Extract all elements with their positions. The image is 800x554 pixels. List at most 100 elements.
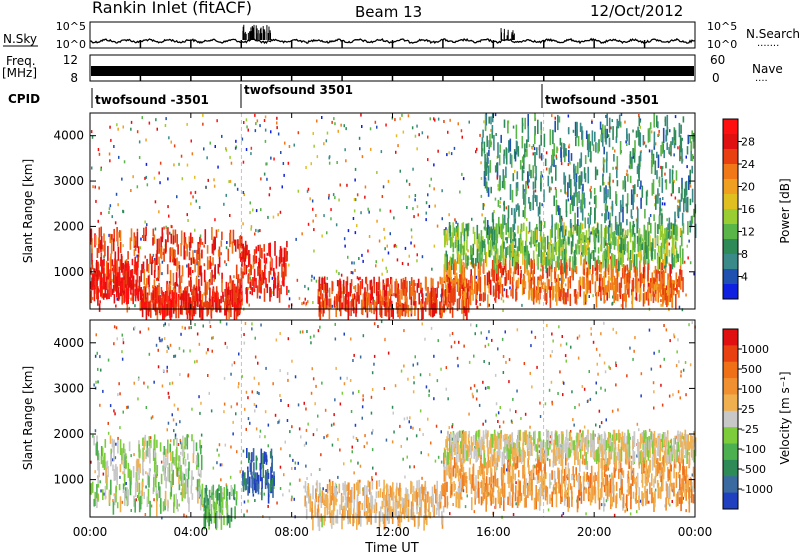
scatter-cell xyxy=(274,413,277,417)
scatter-cell xyxy=(187,434,189,438)
data-cell xyxy=(515,204,518,212)
data-cell xyxy=(622,293,624,310)
data-cell xyxy=(163,306,166,318)
data-cell xyxy=(481,240,484,252)
data-cell xyxy=(139,301,142,309)
data-cell xyxy=(189,232,192,248)
scatter-cell xyxy=(247,499,249,503)
data-cell xyxy=(211,297,214,307)
data-cell xyxy=(118,266,121,279)
scatter-cell xyxy=(352,217,355,220)
data-cell xyxy=(567,182,569,198)
data-cell xyxy=(675,250,678,259)
data-cell xyxy=(620,251,622,263)
data-cell xyxy=(489,279,492,295)
scatter-cell xyxy=(140,237,142,241)
data-cell xyxy=(265,278,267,288)
scatter-cell xyxy=(484,386,487,390)
scatter-cell xyxy=(668,242,670,246)
scatter-cell xyxy=(499,200,501,204)
data-cell xyxy=(96,441,98,454)
data-cell xyxy=(199,236,201,248)
data-cell xyxy=(193,295,195,302)
scatter-cell xyxy=(451,437,454,441)
data-cell xyxy=(579,276,582,286)
data-cell xyxy=(283,267,286,280)
scatter-cell xyxy=(287,337,290,341)
data-cell xyxy=(589,141,592,153)
data-cell xyxy=(212,257,214,266)
scatter-cell xyxy=(468,120,470,124)
scatter-cell xyxy=(599,425,601,429)
data-cell xyxy=(133,264,136,275)
scatter-cell xyxy=(461,172,463,176)
scatter-cell xyxy=(160,460,163,464)
scatter-cell xyxy=(664,202,666,206)
scatter-cell xyxy=(116,337,118,341)
scatter-cell xyxy=(410,228,413,232)
data-cell xyxy=(153,234,156,244)
scatter-cell xyxy=(141,116,143,120)
data-cell xyxy=(528,253,530,266)
scatter-cell xyxy=(276,116,278,120)
scatter-cell xyxy=(472,442,474,446)
scatter-cell xyxy=(270,156,272,160)
data-cell xyxy=(112,501,115,515)
data-cell xyxy=(545,256,548,273)
scatter-cell xyxy=(225,246,228,250)
data-cell xyxy=(540,226,542,237)
scatter-cell xyxy=(92,434,94,438)
scatter-cell xyxy=(343,462,345,466)
data-cell xyxy=(536,147,538,156)
data-cell xyxy=(233,292,235,307)
data-cell xyxy=(478,271,480,279)
scatter-cell xyxy=(527,185,530,189)
scatter-cell xyxy=(452,503,454,506)
scatter-cell xyxy=(466,494,468,498)
scatter-cell xyxy=(184,326,186,330)
data-cell xyxy=(460,231,462,238)
data-cell xyxy=(584,254,587,264)
scatter-cell xyxy=(147,327,150,331)
data-cell xyxy=(616,279,618,293)
data-cell xyxy=(526,139,528,149)
data-cell xyxy=(434,288,436,295)
data-cell xyxy=(496,267,498,278)
scatter-cell xyxy=(414,194,417,197)
scatter-cell xyxy=(100,168,102,171)
scatter-cell xyxy=(121,500,124,504)
data-cell xyxy=(579,175,581,189)
scatter-cell xyxy=(412,426,414,430)
data-cell xyxy=(597,255,600,264)
data-cell xyxy=(484,114,487,125)
data-cell xyxy=(413,291,415,302)
scatter-cell xyxy=(295,237,297,241)
scatter-cell xyxy=(563,278,565,282)
data-cell xyxy=(366,283,369,291)
scatter-cell xyxy=(400,444,402,448)
scatter-cell xyxy=(119,426,121,430)
scatter-cell xyxy=(583,387,586,391)
data-cell xyxy=(160,246,162,259)
data-cell xyxy=(533,232,536,245)
data-cell xyxy=(132,284,135,294)
data-cell xyxy=(328,287,331,298)
data-cell xyxy=(178,484,181,491)
data-cell xyxy=(527,126,530,142)
data-cell xyxy=(647,261,649,275)
scatter-cell xyxy=(585,512,587,516)
data-cell xyxy=(471,254,473,265)
data-cell xyxy=(540,153,543,161)
data-cell xyxy=(598,277,601,292)
data-cell xyxy=(641,242,643,251)
data-cell xyxy=(111,259,114,267)
scatter-cell xyxy=(483,360,485,363)
scatter-cell xyxy=(610,206,612,210)
scatter-cell xyxy=(225,483,228,487)
data-cell xyxy=(479,241,482,252)
data-cell xyxy=(435,293,437,304)
scatter-cell xyxy=(497,187,500,191)
scatter-cell xyxy=(682,368,685,372)
data-cell xyxy=(661,236,664,248)
